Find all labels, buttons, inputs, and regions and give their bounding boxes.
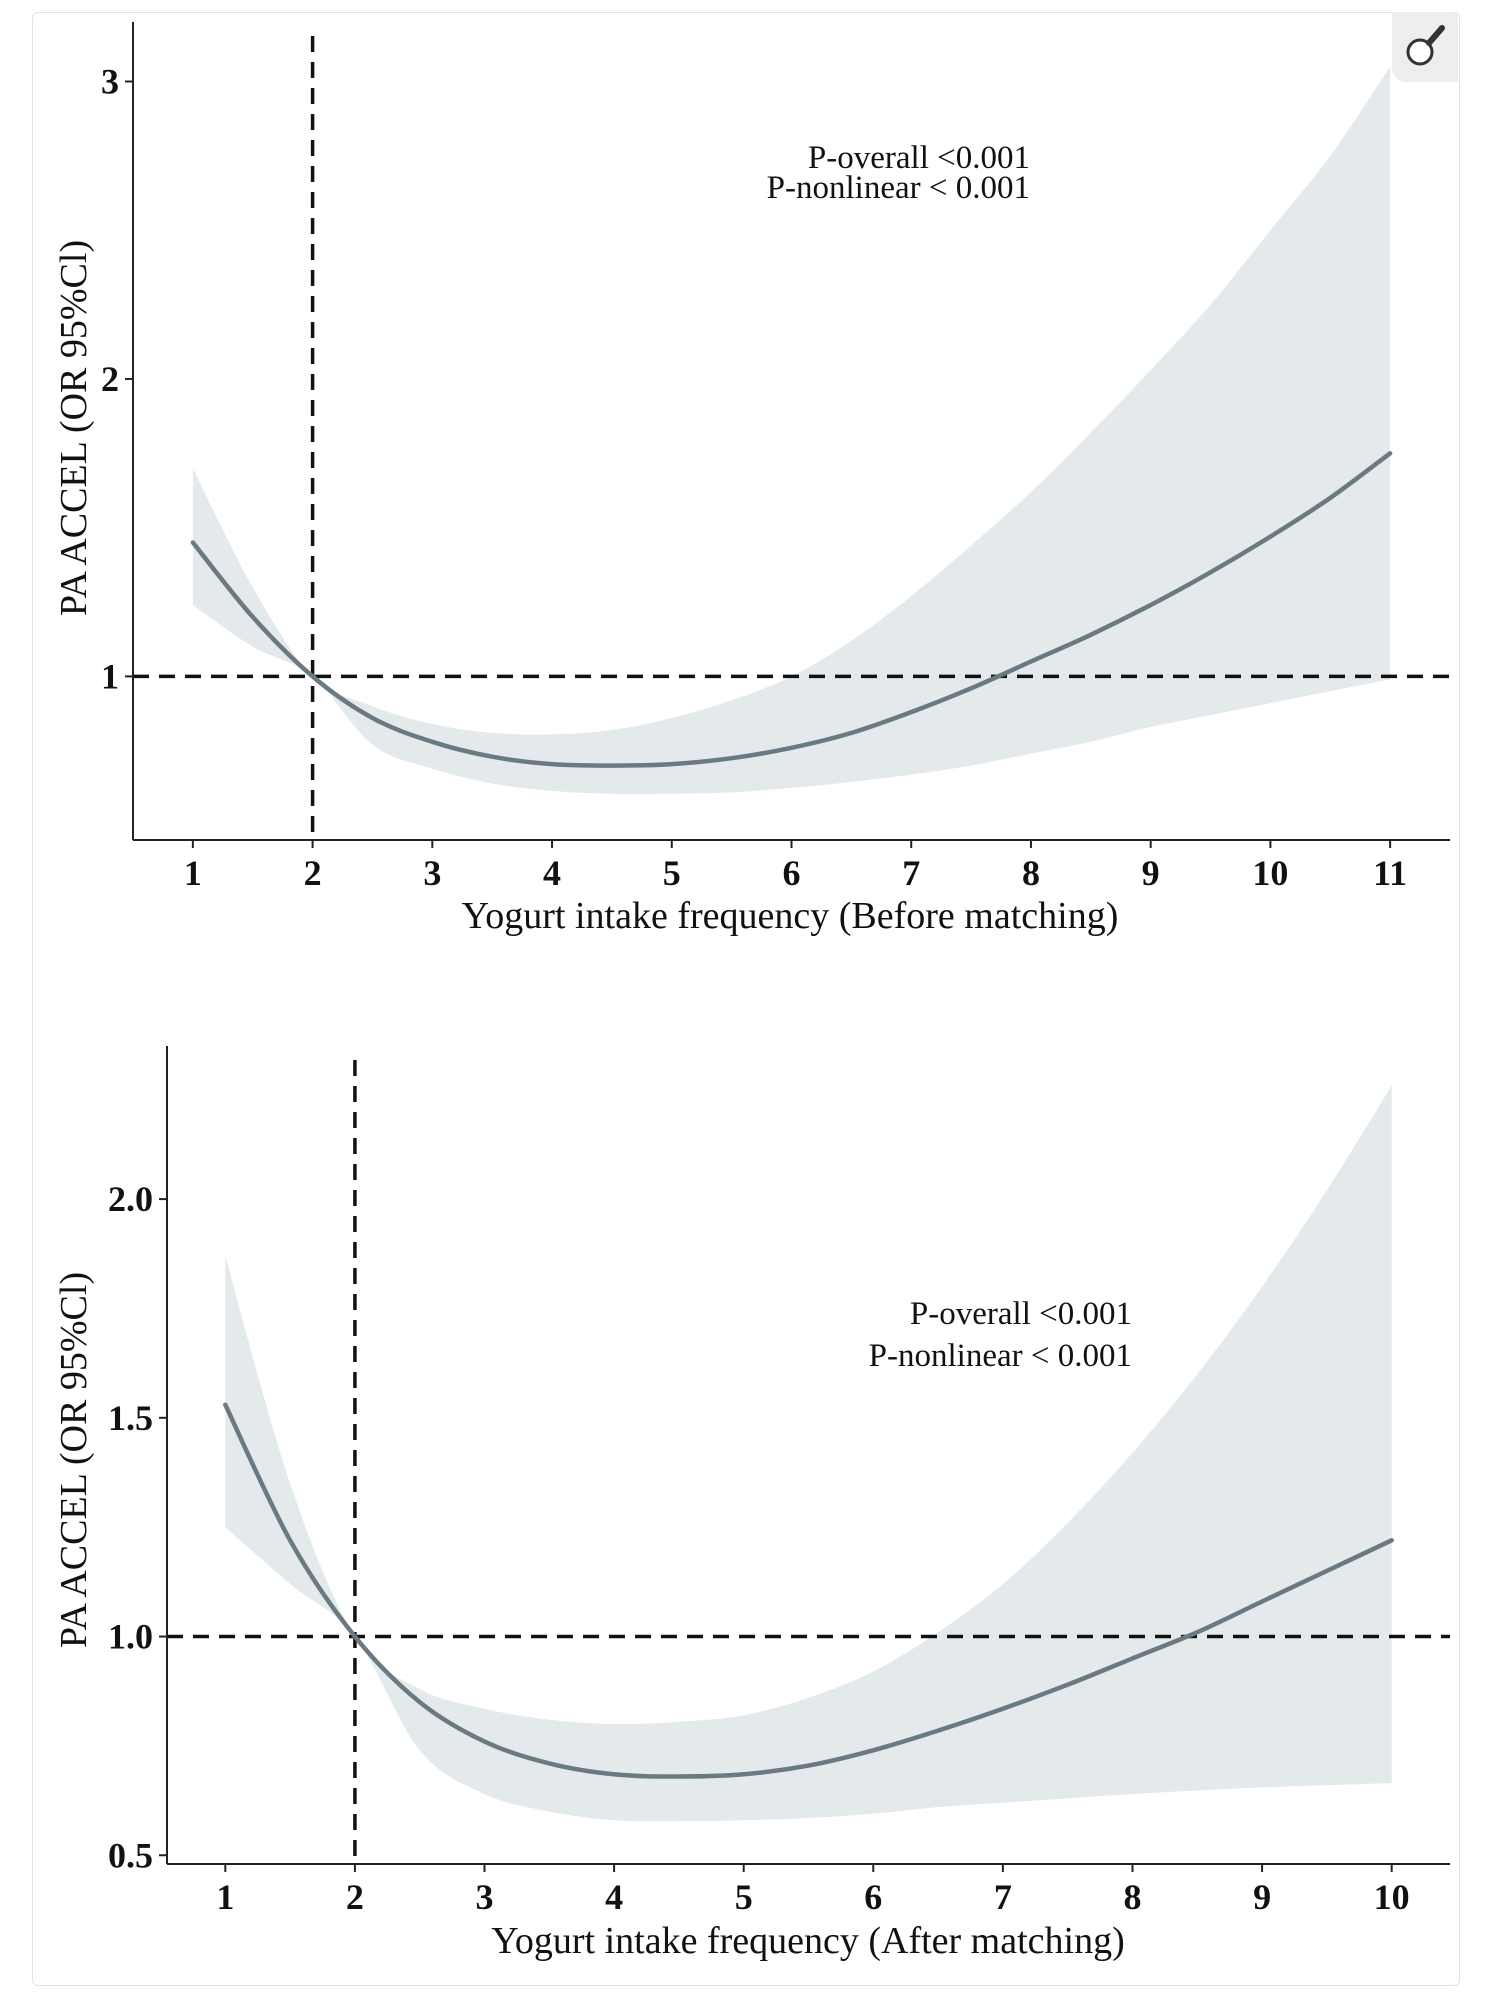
x-tick-label: 11 bbox=[1373, 853, 1407, 893]
x-axis-title: Yogurt intake frequency (Before matching… bbox=[462, 895, 1119, 937]
x-axis-title: Yogurt intake frequency (After matching) bbox=[491, 1920, 1125, 1962]
x-tick-label: 1 bbox=[184, 853, 202, 893]
y-tick-label: 0.5 bbox=[108, 1835, 153, 1875]
tick-labels-layer: 1 2 3 4 5 6 7 8 9 10 0.5 1.0 1.5 2.0 bbox=[108, 1179, 1410, 1917]
confidence-band bbox=[192, 66, 1391, 795]
y-tick-label: 1 bbox=[101, 656, 119, 696]
x-tick-label: 2 bbox=[346, 1877, 364, 1917]
x-tick-label: 8 bbox=[1022, 853, 1040, 893]
reference-lines-layer bbox=[167, 1060, 1450, 1864]
x-tick-label: 8 bbox=[1123, 1877, 1141, 1917]
magnifier-icon bbox=[1406, 25, 1445, 66]
x-tick-label: 3 bbox=[423, 853, 441, 893]
x-tick-label: 10 bbox=[1374, 1877, 1410, 1917]
x-tick-label: 4 bbox=[543, 853, 561, 893]
x-tick-label: 7 bbox=[902, 853, 920, 893]
y-axis-title: PA ACCEL (OR 95%Cl) bbox=[53, 1272, 95, 1648]
confidence-band-layer bbox=[192, 66, 1391, 795]
curve-layer bbox=[223, 1402, 1394, 1779]
y-tick-label: 3 bbox=[101, 61, 119, 101]
y-tick-label: 2 bbox=[101, 359, 119, 399]
y-tick-label: 1.0 bbox=[108, 1617, 153, 1657]
x-tick-label: 1 bbox=[216, 1877, 234, 1917]
confidence-band bbox=[225, 1085, 1392, 1822]
y-tick-label: 2.0 bbox=[108, 1179, 153, 1219]
p-overall-annotation: P-overall <0.001 bbox=[910, 1296, 1132, 1332]
x-tick-label: 6 bbox=[783, 853, 801, 893]
x-tick-label: 2 bbox=[304, 853, 322, 893]
p-overall-annotation: P-overall <0.001 bbox=[808, 140, 1030, 176]
x-tick-label: 10 bbox=[1252, 853, 1288, 893]
x-tick-label: 7 bbox=[994, 1877, 1012, 1917]
zoom-button[interactable] bbox=[1392, 12, 1458, 82]
y-tick-label: 1.5 bbox=[108, 1398, 153, 1438]
axes-layer bbox=[166, 1046, 1450, 1865]
x-tick-label: 5 bbox=[735, 1877, 753, 1917]
or-curve bbox=[190, 451, 1393, 768]
x-tick-label: 5 bbox=[663, 853, 681, 893]
p-nonlinear-annotation: P-nonlinear < 0.001 bbox=[767, 170, 1030, 206]
curve-layer bbox=[190, 451, 1393, 768]
reference-lines-layer bbox=[133, 36, 1450, 840]
y-axis-title: PA ACCEL (OR 95%Cl) bbox=[53, 240, 95, 616]
x-tick-label: 9 bbox=[1142, 853, 1160, 893]
p-nonlinear-annotation: P-nonlinear < 0.001 bbox=[869, 1338, 1132, 1374]
x-tick-label: 3 bbox=[476, 1877, 494, 1917]
x-tick-label: 6 bbox=[864, 1877, 882, 1917]
x-tick-label: 9 bbox=[1253, 1877, 1271, 1917]
or-curve bbox=[223, 1402, 1394, 1779]
confidence-band-layer bbox=[225, 1085, 1392, 1822]
x-tick-label: 4 bbox=[605, 1877, 623, 1917]
